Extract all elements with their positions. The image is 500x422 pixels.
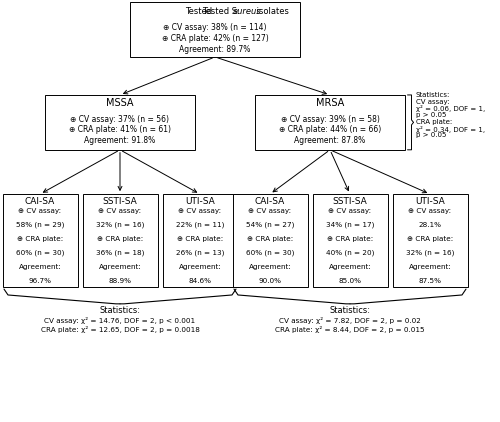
Text: 85.0%: 85.0% (338, 278, 361, 284)
Text: CRA plate: χ² = 12.65, DOF = 2, p = 0.0018: CRA plate: χ² = 12.65, DOF = 2, p = 0.00… (40, 326, 200, 333)
Text: Agreement: 89.7%: Agreement: 89.7% (180, 45, 250, 54)
Text: aureus: aureus (232, 7, 261, 16)
Text: MRSA: MRSA (316, 98, 344, 108)
Text: 90.0%: 90.0% (258, 278, 281, 284)
Text: ⊕ CRA plate:: ⊕ CRA plate: (407, 236, 453, 242)
Text: Agreement: 91.8%: Agreement: 91.8% (84, 136, 156, 146)
Text: CV assay:: CV assay: (416, 99, 450, 105)
Text: 32% (n = 16): 32% (n = 16) (96, 222, 144, 228)
Text: UTI-SA: UTI-SA (185, 197, 215, 206)
Text: 32% (n = 16): 32% (n = 16) (406, 249, 454, 256)
Text: Agreement:: Agreement: (98, 264, 142, 270)
Text: ⊕ CV assay:: ⊕ CV assay: (408, 208, 452, 214)
Text: 84.6%: 84.6% (188, 278, 212, 284)
FancyBboxPatch shape (82, 194, 158, 287)
FancyBboxPatch shape (255, 95, 405, 150)
Text: Statistics:: Statistics: (330, 306, 370, 315)
Text: 96.7%: 96.7% (28, 278, 52, 284)
Text: ⊕ CRA plate: 44% (n = 66): ⊕ CRA plate: 44% (n = 66) (279, 125, 381, 135)
Text: ⊕ CV assay:: ⊕ CV assay: (328, 208, 372, 214)
FancyBboxPatch shape (45, 95, 195, 150)
Text: CV assay: χ² = 14.76, DOF = 2, p < 0.001: CV assay: χ² = 14.76, DOF = 2, p < 0.001 (44, 317, 196, 324)
Text: ⊕ CRA plate: 41% (n = 61): ⊕ CRA plate: 41% (n = 61) (69, 125, 171, 135)
Text: Agreement:: Agreement: (328, 264, 372, 270)
Text: 54% (n = 27): 54% (n = 27) (246, 222, 294, 228)
Text: 34% (n = 17): 34% (n = 17) (326, 222, 374, 228)
Text: ⊕ CRA plate:: ⊕ CRA plate: (17, 236, 63, 242)
Text: ⊕ CRA plate:: ⊕ CRA plate: (177, 236, 223, 242)
Text: CAI-SA: CAI-SA (255, 197, 285, 206)
Text: ⊕ CRA plate:: ⊕ CRA plate: (247, 236, 293, 242)
Text: 58% (n = 29): 58% (n = 29) (16, 222, 64, 228)
Text: CRA plate: χ² = 8.44, DOF = 2, p = 0.015: CRA plate: χ² = 8.44, DOF = 2, p = 0.015 (275, 326, 425, 333)
Text: ⊕ CV assay: 37% (n = 56): ⊕ CV assay: 37% (n = 56) (70, 114, 170, 124)
Text: Agreement: 87.8%: Agreement: 87.8% (294, 136, 366, 146)
Text: p > 0.05: p > 0.05 (416, 132, 446, 138)
Text: 88.9%: 88.9% (108, 278, 132, 284)
Text: Agreement:: Agreement: (248, 264, 292, 270)
Text: 87.5%: 87.5% (418, 278, 442, 284)
Text: 36% (n = 18): 36% (n = 18) (96, 249, 144, 256)
Text: 60% (n = 30): 60% (n = 30) (246, 249, 294, 256)
FancyBboxPatch shape (130, 2, 300, 57)
Text: χ² = 0.06, DOF = 1,: χ² = 0.06, DOF = 1, (416, 105, 485, 112)
Text: Agreement:: Agreement: (408, 264, 452, 270)
Text: ⊕ CV assay:: ⊕ CV assay: (18, 208, 62, 214)
Text: 28.1%: 28.1% (418, 222, 442, 228)
Text: Tested S.: Tested S. (202, 7, 243, 16)
FancyBboxPatch shape (2, 194, 78, 287)
Text: 22% (n = 11): 22% (n = 11) (176, 222, 224, 228)
Text: ⊕ CRA plate: 42% (n = 127): ⊕ CRA plate: 42% (n = 127) (162, 34, 268, 43)
Text: Tested: Tested (185, 7, 215, 16)
Text: Statistics:: Statistics: (100, 306, 140, 315)
FancyBboxPatch shape (232, 194, 308, 287)
Text: ⊕ CV assay:: ⊕ CV assay: (98, 208, 142, 214)
Text: ⊕ CRA plate:: ⊕ CRA plate: (97, 236, 143, 242)
Text: ⊕ CV assay:: ⊕ CV assay: (248, 208, 292, 214)
FancyBboxPatch shape (312, 194, 388, 287)
Text: CV assay: χ² = 7.82, DOF = 2, p = 0.02: CV assay: χ² = 7.82, DOF = 2, p = 0.02 (279, 317, 421, 324)
Text: CRA plate:: CRA plate: (416, 119, 452, 125)
Text: ⊕ CV assay: 39% (n = 58): ⊕ CV assay: 39% (n = 58) (280, 114, 380, 124)
Text: ⊕ CV assay: 38% (n = 114): ⊕ CV assay: 38% (n = 114) (163, 23, 267, 32)
Text: isolates: isolates (254, 7, 288, 16)
FancyBboxPatch shape (392, 194, 468, 287)
Text: p > 0.05: p > 0.05 (416, 112, 446, 118)
Text: MSSA: MSSA (106, 98, 134, 108)
Text: UTI-SA: UTI-SA (415, 197, 445, 206)
Text: Agreement:: Agreement: (178, 264, 222, 270)
Text: SSTI-SA: SSTI-SA (102, 197, 138, 206)
Text: ⊕ CRA plate:: ⊕ CRA plate: (327, 236, 373, 242)
Text: ⊕ CV assay:: ⊕ CV assay: (178, 208, 222, 214)
Text: 40% (n = 20): 40% (n = 20) (326, 249, 374, 256)
Text: χ² = 0.34, DOF = 1,: χ² = 0.34, DOF = 1, (416, 126, 485, 133)
Text: CAI-SA: CAI-SA (25, 197, 55, 206)
FancyBboxPatch shape (162, 194, 238, 287)
Text: 26% (n = 13): 26% (n = 13) (176, 249, 224, 256)
Text: Statistics:: Statistics: (416, 92, 450, 98)
Text: Agreement:: Agreement: (18, 264, 62, 270)
Text: 60% (n = 30): 60% (n = 30) (16, 249, 64, 256)
Text: SSTI-SA: SSTI-SA (332, 197, 368, 206)
